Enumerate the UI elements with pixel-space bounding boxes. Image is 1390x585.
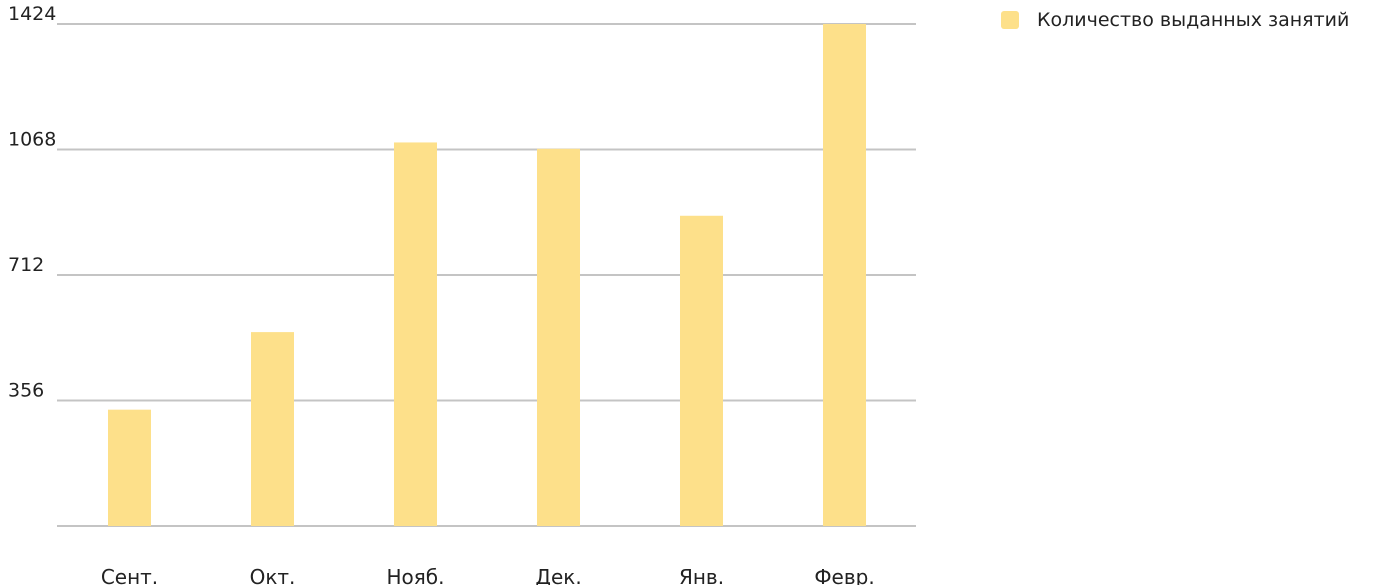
bar-4	[537, 148, 580, 527]
legend-label: Количество выданных занятий	[1037, 9, 1350, 31]
gridlines	[57, 23, 916, 527]
x-tick-label: Дек.	[535, 565, 581, 585]
bar-2	[251, 332, 294, 526]
legend: Количество выданных занятий	[1001, 9, 1349, 31]
x-tick-label: Февр.	[814, 565, 874, 585]
y-axis-ticks: 356 712 1068 1424	[8, 3, 56, 402]
legend-swatch	[1001, 11, 1019, 29]
x-tick-label: Сент.	[101, 565, 158, 585]
bars	[108, 24, 866, 527]
x-tick-label: Окт.	[250, 565, 296, 585]
x-tick-label: Нояб.	[387, 565, 445, 585]
y-tick-label: 1424	[8, 3, 56, 25]
y-tick-label: 1068	[8, 129, 56, 151]
x-axis-ticks: Сент. Окт. Нояб. Дек. Янв. Февр.	[101, 565, 875, 585]
bar-6	[823, 24, 866, 526]
bar-1	[108, 409, 151, 526]
bar-3	[394, 142, 437, 526]
y-tick-label: 356	[8, 380, 44, 402]
x-tick-label: Янв.	[679, 565, 724, 585]
y-tick-label: 712	[8, 254, 44, 276]
bar-5	[680, 215, 723, 527]
